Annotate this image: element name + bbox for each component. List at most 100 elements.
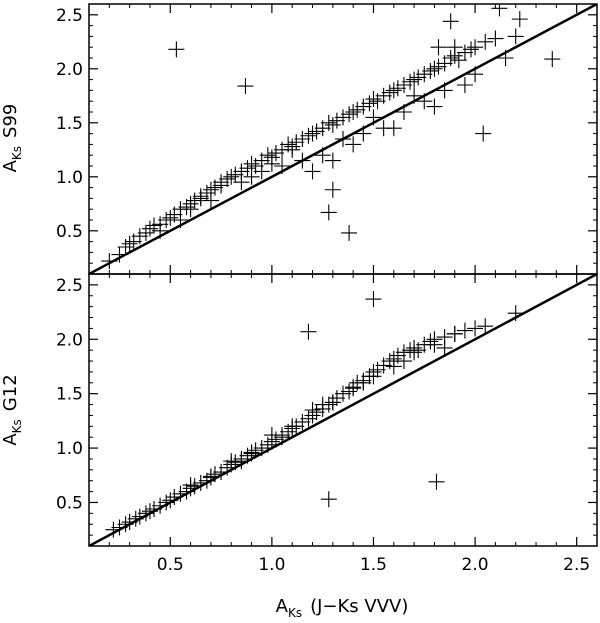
bottom-data-point [304,402,321,418]
bottom-ytick-label: 1.5 [56,385,83,405]
bottom-data-point [166,489,183,506]
top-data-point [355,98,372,115]
top-ylabel: AKsS99 [0,104,24,173]
bottom-data-point [186,478,203,495]
top-data-point [141,220,158,237]
top-data-point [182,201,199,218]
bottom-data-point [247,442,264,459]
bottom-data-point [233,453,250,470]
bottom-data-point [117,516,134,533]
top-data-point [300,127,317,144]
bottom-data-point [213,464,230,481]
top-ytick-label: 0.5 [56,222,83,242]
bottom-data-point [426,336,443,353]
top-data-point [456,44,473,61]
top-data-point [101,253,118,270]
top-data-point [430,58,447,75]
bottom-data-point [202,468,219,485]
top-data-point [162,209,179,226]
top-data-point [389,80,406,97]
top-data-point [213,177,230,194]
bottom-data-point [243,444,260,461]
top-data-point [227,166,244,183]
bottom-data-point [219,459,236,476]
top-data-point [442,13,459,30]
bottom-data-point [446,325,463,342]
bottom-data-point [172,485,189,502]
bottom-data-point [127,510,144,527]
top-data-point [381,84,398,101]
bottom-ylabel: AKsG12 [0,374,24,445]
top-data-point [308,123,325,140]
top-data-point [385,82,402,99]
bottom-xlabel: AKs (J−Ks VVV) [276,596,409,620]
bottom-plot-area [89,274,597,546]
bottom-data-point [263,427,280,444]
top-data-point [497,50,514,66]
top-data-point [345,136,362,153]
bottom-panel: 0.5 1.0 1.5 2.0 2.5 0.5 1.0 1.5 2.0 2.5 [56,273,598,575]
bottom-data-point [477,318,494,335]
bottom-data-point [121,514,138,531]
top-data-point [324,152,341,169]
bottom-data-point [182,477,199,494]
top-plot-area [89,4,597,274]
top-data-point [237,78,254,95]
bottom-ytick-label: 2.5 [56,276,83,296]
bottom-data-point [320,491,337,508]
bottom-data-point [345,380,362,397]
top-data-point [263,155,280,172]
top-data-point [259,147,276,164]
top-data-point [430,39,447,56]
top-data-point [341,224,358,241]
top-data-point [243,168,260,185]
top-data-point [395,104,412,120]
top-data-point [416,66,433,83]
top-data-point [406,71,423,88]
top-data-point [355,125,372,142]
bottom-data-point [178,483,195,500]
top-data-point [487,30,504,47]
top-data-point [341,106,358,123]
bottom-data-point [365,368,382,385]
top-data-point [335,109,351,126]
bottom-data-point [314,396,331,413]
bottom-data-point [192,474,209,491]
bottom-data-point [253,440,270,457]
top-ytick-label: 1.0 [56,168,83,188]
top-data-point [436,82,453,99]
top-data-point [345,104,362,120]
bottom-data-point [141,503,158,520]
bottom-data-point [152,497,169,514]
bottom-data-point [436,339,453,356]
top-data-point [365,91,382,108]
bottom-data-point [467,320,484,337]
bottom-data-point [267,431,284,448]
bottom-data-point [328,390,345,407]
top-data-point [233,174,250,191]
bottom-data-point [137,505,154,522]
bottom-data-point [162,492,179,509]
top-data-point [158,212,175,228]
top-data-point [284,141,301,158]
top-data-point [304,125,321,142]
bottom-data-point [341,383,358,400]
bottom-data-point [227,454,244,471]
top-ytick-label: 2.5 [56,6,83,26]
bottom-data-point [335,385,351,402]
top-data-point [395,77,412,93]
bottom-ytick-label: 2.0 [56,330,83,350]
top-data-point [361,95,378,112]
top-data-point [288,134,305,151]
top-data-point [178,199,195,216]
bottom-data-point [324,394,341,411]
top-data-point [121,235,138,252]
top-data-point [219,170,236,187]
top-data-point [304,163,321,180]
top-ytick-label: 1.5 [56,114,83,134]
top-data-point [426,60,443,77]
top-data-point [131,228,148,245]
bottom-ytick-label: 0.5 [56,493,83,513]
top-data-point [463,41,480,58]
top-data-point [467,66,484,83]
